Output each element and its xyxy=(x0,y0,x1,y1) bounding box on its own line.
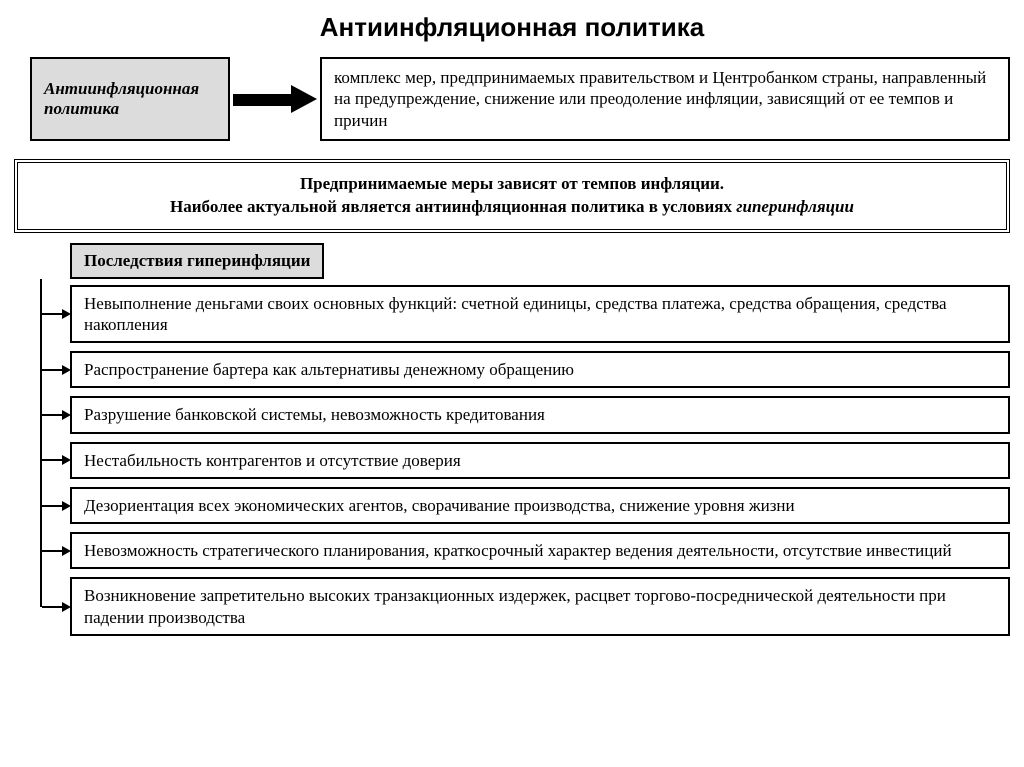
list-item-text: Нестабильность контрагентов и отсутствие… xyxy=(84,451,461,470)
connector-spine xyxy=(40,279,42,607)
list-item-text: Распространение бартера как альтернативы… xyxy=(84,360,574,379)
concept-arrow xyxy=(230,57,320,141)
concept-definition: комплекс мер, предпринимаемых правительс… xyxy=(334,68,986,130)
page-title: Антиинфляционная политика xyxy=(0,0,1024,51)
arrow-icon xyxy=(42,365,71,375)
list-item-text: Невыполнение деньгами своих основных фун… xyxy=(84,294,947,334)
arrow-icon xyxy=(42,546,71,556)
list-item: Дезориентация всех экономических агентов… xyxy=(70,487,1010,524)
measures-note-line2-em: гиперинфляции xyxy=(736,197,854,216)
consequences-header: Последствия гиперинфляции xyxy=(70,243,324,279)
arrow-icon xyxy=(42,410,71,420)
arrow-icon xyxy=(42,309,71,319)
arrow-icon xyxy=(42,501,71,511)
consequences-section: Последствия гиперинфляции Невыполнение д… xyxy=(0,243,1024,654)
list-item: Нестабильность контрагентов и отсутствие… xyxy=(70,442,1010,479)
measures-note-box: Предпринимаемые меры зависят от темпов и… xyxy=(14,159,1010,233)
list-item-text: Возникновение запретительно высоких тран… xyxy=(84,586,946,626)
list-item: Разрушение банковской системы, невозможн… xyxy=(70,396,1010,433)
list-item-text: Разрушение банковской системы, невозможн… xyxy=(84,405,545,424)
concept-definition-box: комплекс мер, предпринимаемых правительс… xyxy=(320,57,1010,141)
measures-note-line2: Наиболее актуальной является антиинфляци… xyxy=(32,196,992,219)
arrow-icon xyxy=(42,602,71,612)
list-item: Невыполнение деньгами своих основных фун… xyxy=(70,285,1010,344)
arrow-icon xyxy=(42,455,71,465)
list-item-text: Дезориентация всех экономических агентов… xyxy=(84,496,795,515)
measures-note-line1: Предпринимаемые меры зависят от темпов и… xyxy=(32,173,992,196)
list-item: Распространение бартера как альтернативы… xyxy=(70,351,1010,388)
concept-label: Антиинфляционная политика xyxy=(44,79,216,118)
list-item-text: Невозможность стратегического планирован… xyxy=(84,541,952,560)
list-item: Возникновение запретительно высоких тран… xyxy=(70,577,1010,636)
concept-label-box: Антиинфляционная политика xyxy=(30,57,230,141)
concept-row: Антиинфляционная политика комплекс мер, … xyxy=(0,51,1024,151)
list-item: Невозможность стратегического планирован… xyxy=(70,532,1010,569)
measures-note-line2-plain: Наиболее актуальной является антиинфляци… xyxy=(170,197,736,216)
